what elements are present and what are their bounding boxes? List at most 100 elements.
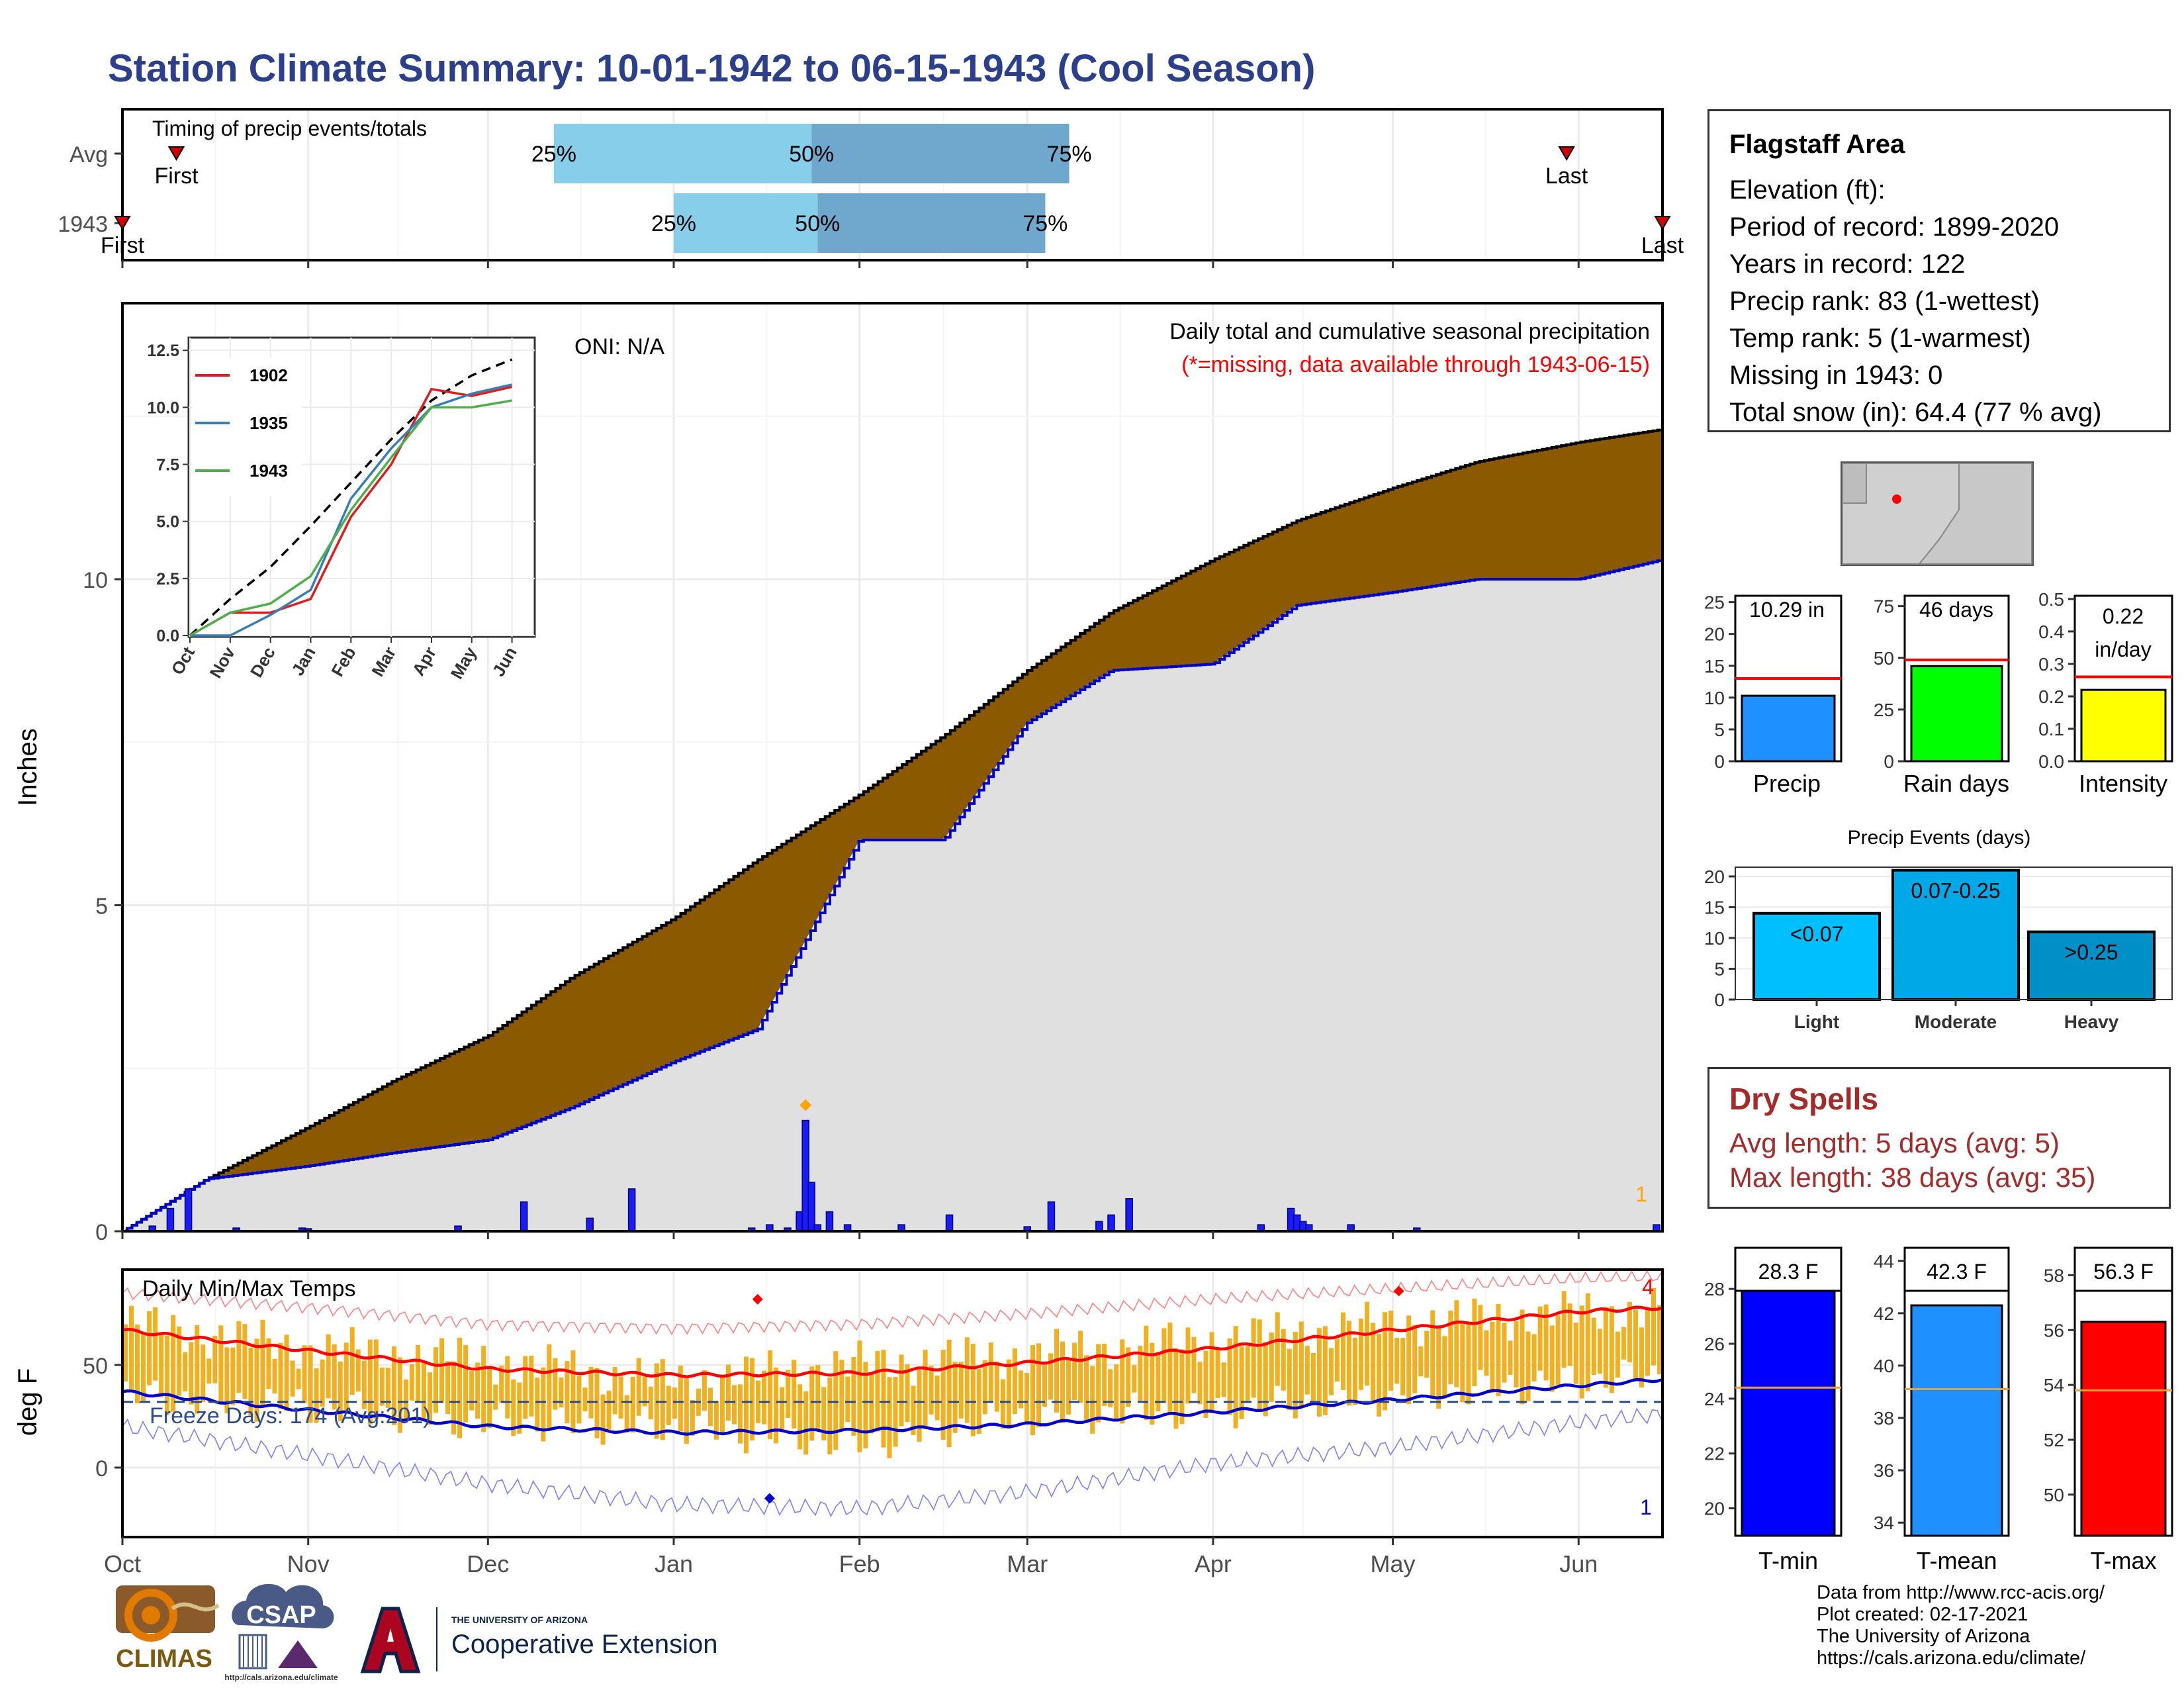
temp-daily-bar — [786, 1370, 791, 1418]
temp-daily-bar — [553, 1358, 558, 1410]
chart-title: Station Climate Summary: 10-01-1942 to 0… — [108, 47, 1316, 90]
inset-legend-bg — [193, 357, 302, 496]
precip-ytick-label: 0 — [95, 1220, 108, 1245]
timing-q25-50-bar — [553, 124, 812, 183]
temp-daily-bar — [946, 1339, 952, 1447]
temp-daily-bar — [1615, 1331, 1620, 1378]
dry-spells-max: Max length: 38 days (avg: 35) — [1729, 1162, 2096, 1193]
ua-big-text: Cooperative Extension — [451, 1630, 717, 1659]
month-label: Mar — [1007, 1550, 1048, 1577]
temp-daily-bar — [1191, 1336, 1197, 1393]
precip-value-box — [1737, 598, 1839, 637]
temp-daily-bar — [618, 1376, 623, 1419]
temp-daily-bar — [224, 1347, 230, 1414]
temp-daily-bar — [833, 1351, 839, 1450]
inset-ytick-label: 2.5 — [156, 570, 179, 588]
daily-precip-bar — [1095, 1221, 1103, 1232]
temp-daily-bar — [570, 1350, 576, 1433]
temp-daily-bar — [893, 1376, 898, 1447]
precip-avg-surplus-area — [122, 429, 1662, 1232]
temp-daily-bar — [1561, 1291, 1567, 1368]
inset-legend-label: 1943 — [250, 461, 288, 481]
temp-daily-bar — [1263, 1342, 1268, 1417]
temp-daily-bar — [1132, 1365, 1137, 1393]
timing-first-label: First — [101, 233, 145, 258]
tmean-summary-ytick-label: 38 — [1874, 1408, 1894, 1429]
temp-daily-bar — [206, 1358, 212, 1384]
temp-daily-bar — [487, 1366, 492, 1429]
temp-daily-bar — [1173, 1348, 1179, 1429]
climas-emblem-center — [142, 1606, 160, 1624]
temp-daily-bar — [1036, 1343, 1041, 1428]
rain-days-ytick-label: 25 — [1874, 700, 1894, 720]
rain-days-value-label: 46 days — [1919, 598, 1993, 622]
events-bar-label: 0.07-0.25 — [1911, 879, 2000, 903]
temp-daily-bar — [684, 1375, 689, 1444]
timing-label: Timing of precip events/totals — [152, 117, 427, 140]
ua-block-a-counter — [387, 1628, 394, 1642]
temp-daily-bar — [469, 1371, 475, 1411]
temp-daily-bar — [296, 1368, 301, 1389]
precip-season-bar — [1741, 694, 1836, 763]
temp-daily-bar — [606, 1390, 612, 1430]
climas-emblem-wave — [171, 1602, 220, 1612]
events-ytick-label: 15 — [1704, 897, 1725, 917]
temp-daily-bar — [1090, 1366, 1095, 1434]
temp-daily-bar — [1275, 1312, 1280, 1386]
temp-daily-bar — [457, 1337, 463, 1438]
temp-daily-bar — [129, 1305, 134, 1389]
temp-daily-bar — [1269, 1333, 1274, 1402]
temp-daily-bar — [1245, 1346, 1250, 1401]
temp-daily-bar — [463, 1345, 469, 1423]
temp-daily-bar — [1591, 1317, 1596, 1376]
tmean-summary-ytick-label: 36 — [1874, 1460, 1894, 1481]
temp-daily-bar — [1144, 1325, 1149, 1421]
temp-daily-bar — [1442, 1336, 1447, 1399]
tmean-value-label: 42.3 F — [1927, 1260, 1987, 1284]
tmean-label: T-mean — [1916, 1547, 1997, 1574]
intensity-ytick-label: 0.2 — [2038, 686, 2064, 707]
temp-daily-bar — [1310, 1352, 1316, 1402]
precip-ytick-label: 10 — [83, 568, 108, 593]
temp-daily-bar — [308, 1345, 313, 1423]
inset-ytick-label: 10.0 — [147, 399, 179, 417]
tmin-summary-ytick-label: 26 — [1704, 1334, 1725, 1354]
temp-daily-bar — [547, 1344, 552, 1430]
temp-daily-bar — [648, 1386, 653, 1420]
temp-daily-bar — [792, 1360, 797, 1429]
ua-small-text: THE UNIVERSITY OF ARIZONA — [451, 1615, 588, 1625]
temp-daily-bar — [845, 1376, 850, 1423]
temp-daily-bar — [911, 1385, 916, 1436]
temp-daily-bar — [839, 1360, 844, 1430]
timing-first-label: First — [154, 164, 199, 189]
temp-daily-bar — [361, 1360, 367, 1409]
climas-logo-text: CLIMAS — [116, 1645, 212, 1673]
temp-daily-bar — [1543, 1304, 1549, 1381]
temp-daily-bar — [1585, 1293, 1590, 1391]
tmean-summary-ytick-label: 42 — [1874, 1303, 1894, 1324]
temp-daily-bar — [290, 1360, 295, 1397]
temp-daily-bar — [439, 1338, 445, 1403]
tmin-value-label: 28.3 F — [1758, 1260, 1819, 1284]
events-ytick-label: 20 — [1704, 867, 1725, 887]
intensity-label: Intensity — [2079, 770, 2167, 797]
daily-precip-bar — [520, 1201, 528, 1232]
temp-daily-bar — [1287, 1348, 1292, 1411]
temp-daily-bar — [523, 1356, 528, 1419]
timing-row-label: Avg — [69, 142, 108, 167]
temp-daily-bar — [1251, 1318, 1256, 1398]
daily-precip-bar — [1125, 1198, 1133, 1232]
temp-panel-frame — [121, 1268, 1664, 1538]
temp-daily-bar — [493, 1384, 498, 1410]
daily-precip-bar — [945, 1214, 954, 1232]
precip-value-label: 10.29 in — [1749, 598, 1825, 622]
tmean-summary-bar — [1910, 1304, 2003, 1537]
intensity-ytick-label: 0.3 — [2038, 654, 2064, 675]
temp-daily-bar — [1257, 1319, 1262, 1411]
temp-daily-bar — [1537, 1306, 1543, 1371]
timing-last-marker — [1558, 146, 1575, 161]
temp-daily-bar — [1579, 1305, 1584, 1399]
tmax-value-label: 56.3 F — [2093, 1260, 2154, 1284]
temp-daily-bar — [373, 1339, 379, 1419]
